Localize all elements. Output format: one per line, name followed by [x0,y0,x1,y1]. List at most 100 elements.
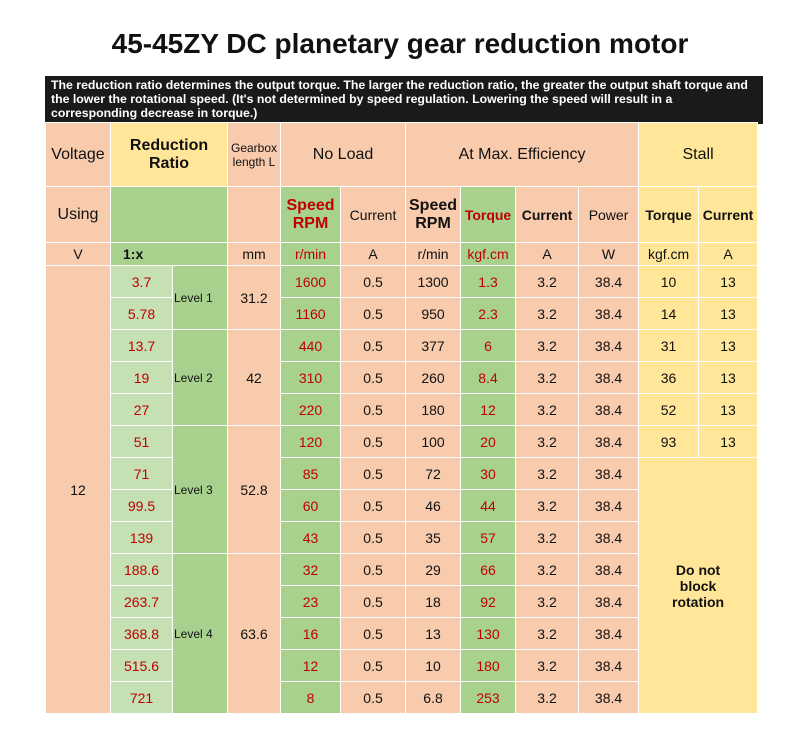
table-cell: 3.2 [515,297,580,330]
table-cell: Reduction Ratio [109,122,229,187]
table-cell: 0.5 [340,681,407,714]
table-cell: 8.4 [460,361,517,394]
table-cell: Speed RPM [280,186,342,243]
table-row: 139 43 0.5 35 57 3.2 38.4 [46,521,758,554]
table-cell: 515.6 [110,649,173,682]
table-cell: 0.5 [340,393,407,426]
table-cell: 32 [280,553,342,586]
table-cell: 1300 [405,265,462,298]
table-cell: 18 [405,585,462,618]
table-cell: 0.5 [340,297,407,330]
table-cell: 71 [110,457,173,490]
table-cell: 3.2 [515,521,580,554]
table-cell: 36 [638,361,700,394]
table-row: 13.7 Level 2 42 440 0.5 377 6 3.2 38.4 31 13 [46,329,759,426]
table-cell: 721 [110,681,173,714]
table-cell: 99.5 [110,489,173,522]
table-cell: 72 [405,457,462,490]
table-cell: kgf.cm [460,242,517,266]
table-cell: No Load [280,122,407,187]
table-cell: 13 [698,329,759,362]
table-cell: 368.8 [110,617,173,650]
table-cell: 0.5 [340,521,407,554]
table-cell: 52 [638,393,700,426]
table-cell: 38.4 [578,649,640,682]
table-cell: Power [578,186,640,243]
table-cell: 13 [405,617,462,650]
table-cell: 3.2 [515,649,580,682]
table-cell: 38.4 [578,425,640,458]
table-cell: Level 1 [171,265,229,330]
table-cell: Current [698,186,759,243]
table-row: 12 3.7 Level 1 31.2 1600 0.5 1300 1.3 3.2 38.4 10 1… [45,265,759,714]
table-cell: 13 [698,265,759,298]
table-cell: 38.4 [578,521,640,554]
table-cell: 38.4 [578,585,640,618]
table-cell: 60 [280,489,342,522]
table-cell: 46 [405,489,462,522]
table-cell: Level 4 [171,553,229,714]
table-cell: 260 [405,361,462,394]
table-cell: 12 [460,393,517,426]
table-cell: 0.5 [340,617,407,650]
table-cell: Current [340,186,407,243]
table-row: 5.78 1160 0.5 950 2.3 3.2 38.4 14 13 [46,297,759,330]
table-cell: 52.8 [227,425,282,554]
table-cell: 6.8 [405,681,462,714]
table-cell: 13 [698,393,759,426]
table-row: Voltage Reduction Ratio Gearbox length L No… [45,122,759,187]
table-cell: 85 [280,457,342,490]
table-cell: 0.5 [340,553,407,586]
table-cell: 3.2 [515,265,580,298]
table-cell: 180 [460,649,517,682]
table-cell: 38.4 [578,297,640,330]
table-cell: At Max. Efficiency [405,122,640,187]
table-cell: A [698,242,759,266]
table-cell: 3.7 [110,265,173,298]
table-cell: 38.4 [578,617,640,650]
table-cell: 3.2 [515,489,580,522]
table-cell: 66 [460,553,517,586]
table-cell: 0.5 [340,329,407,362]
table-cell: 13 [698,297,759,330]
table-cell: V [45,242,111,266]
spec-table: Voltage Reduction Ratio Gearbox length L No… [45,122,759,714]
table-cell: 31 [638,329,700,362]
table-cell: Torque [460,186,517,243]
table-cell [109,186,229,243]
table-cell: 440 [280,329,342,362]
table-cell: Gearbox length L [227,122,282,187]
table-cell: Stall [638,122,759,187]
table-cell: 63.6 [227,553,282,714]
table-cell: 3.2 [515,585,580,618]
table-cell: 120 [280,425,342,458]
table-cell: 0.5 [340,361,407,394]
table-cell: 12 [280,649,342,682]
table-cell: 3.2 [515,457,580,490]
table-cell: 130 [460,617,517,650]
table-cell: 93 [638,425,700,458]
table-cell: 3.2 [515,425,580,458]
table-cell: 377 [405,329,462,362]
table-cell: kgf.cm [638,242,700,266]
table-cell: 23 [280,585,342,618]
table-cell: 13 [698,425,759,458]
table-cell: 38.4 [578,361,640,394]
table-cell: Level 3 [171,425,229,554]
table-cell: 38.4 [578,265,640,298]
table-cell: 220 [280,393,342,426]
table-cell: Voltage [45,122,111,187]
table-cell: 1:x [109,242,229,266]
table-cell: 92 [460,585,517,618]
table-cell: Level 2 [171,329,229,426]
table-row: 19 310 0.5 260 8.4 3.2 38.4 36 13 [46,361,759,394]
table-cell: 950 [405,297,462,330]
table-cell: 13.7 [110,329,173,362]
table-cell: 188.6 [110,553,173,586]
table-cell: 1600 [280,265,342,298]
table-cell: 42 [227,329,282,426]
table-cell: 3.2 [515,617,580,650]
table-cell: W [578,242,640,266]
